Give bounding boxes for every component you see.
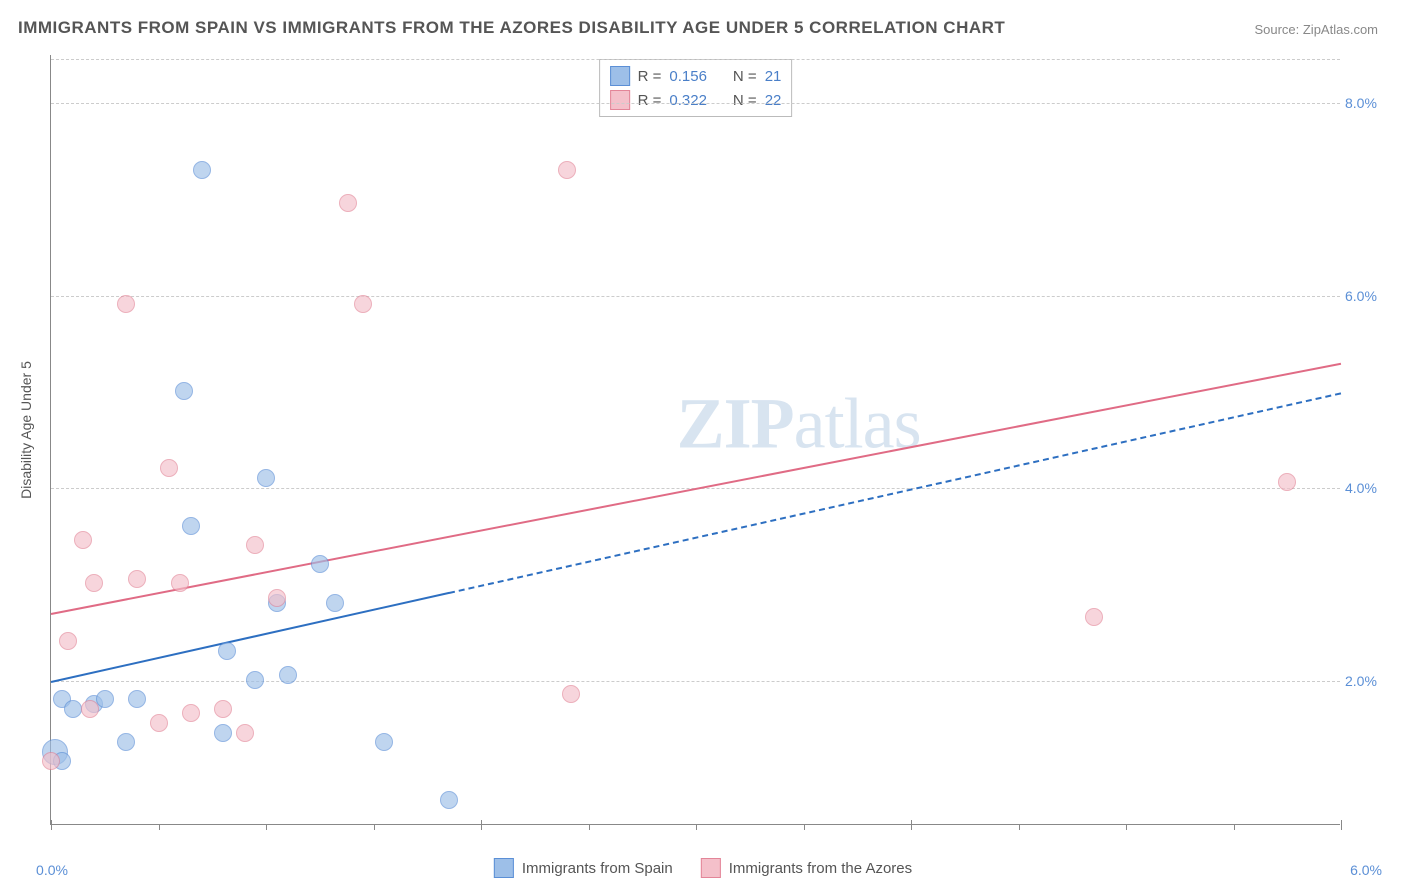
correlation-legend: R = 0.156 N = 21 R = 0.322 N = 22 bbox=[599, 59, 793, 117]
n-value-azores: 22 bbox=[765, 92, 782, 109]
data-point bbox=[311, 555, 329, 573]
data-point bbox=[218, 642, 236, 660]
data-point bbox=[74, 531, 92, 549]
data-point bbox=[150, 714, 168, 732]
series-swatch-azores bbox=[610, 90, 630, 110]
trend-line bbox=[51, 363, 1341, 615]
x-tick bbox=[589, 824, 590, 830]
x-tick bbox=[481, 820, 482, 830]
series-swatch-spain bbox=[494, 858, 514, 878]
data-point bbox=[193, 161, 211, 179]
n-value-spain: 21 bbox=[765, 68, 782, 85]
trend-line bbox=[51, 592, 449, 683]
x-tick bbox=[266, 824, 267, 830]
x-tick bbox=[696, 824, 697, 830]
x-tick bbox=[911, 820, 912, 830]
series-swatch-azores bbox=[701, 858, 721, 878]
legend-item-spain: Immigrants from Spain bbox=[494, 858, 673, 878]
r-value-azores: 0.322 bbox=[669, 92, 707, 109]
legend-item-azores: Immigrants from the Azores bbox=[701, 858, 912, 878]
trend-line bbox=[449, 392, 1342, 594]
y-tick-label: 6.0% bbox=[1345, 288, 1390, 304]
data-point bbox=[257, 469, 275, 487]
correlation-legend-row: R = 0.156 N = 21 bbox=[610, 64, 782, 88]
data-point bbox=[64, 700, 82, 718]
gridline bbox=[51, 103, 1340, 104]
n-label: N = bbox=[733, 92, 757, 109]
x-tick bbox=[804, 824, 805, 830]
data-point bbox=[440, 791, 458, 809]
data-point bbox=[59, 632, 77, 650]
data-point bbox=[42, 752, 60, 770]
data-point bbox=[354, 295, 372, 313]
data-point bbox=[326, 594, 344, 612]
y-tick-label: 2.0% bbox=[1345, 673, 1390, 689]
data-point bbox=[558, 161, 576, 179]
correlation-legend-row: R = 0.322 N = 22 bbox=[610, 88, 782, 112]
data-point bbox=[246, 671, 264, 689]
data-point bbox=[85, 574, 103, 592]
data-point bbox=[117, 733, 135, 751]
n-label: N = bbox=[733, 68, 757, 85]
y-tick-label: 8.0% bbox=[1345, 95, 1390, 111]
gridline bbox=[51, 296, 1340, 297]
series-legend: Immigrants from Spain Immigrants from th… bbox=[494, 858, 912, 878]
data-point bbox=[128, 690, 146, 708]
data-point bbox=[171, 574, 189, 592]
plot-area: ZIPatlas R = 0.156 N = 21 R = 0.322 N = … bbox=[50, 55, 1340, 825]
series-swatch-spain bbox=[610, 66, 630, 86]
data-point bbox=[246, 536, 264, 554]
gridline bbox=[51, 681, 1340, 682]
x-tick bbox=[1341, 820, 1342, 830]
data-point bbox=[214, 724, 232, 742]
r-label: R = bbox=[638, 68, 662, 85]
data-point bbox=[562, 685, 580, 703]
chart-title: IMMIGRANTS FROM SPAIN VS IMMIGRANTS FROM… bbox=[18, 18, 1005, 38]
x-axis-max-label: 6.0% bbox=[1350, 862, 1382, 878]
series-name-azores: Immigrants from the Azores bbox=[729, 860, 912, 877]
x-tick bbox=[1126, 824, 1127, 830]
y-tick-label: 4.0% bbox=[1345, 480, 1390, 496]
data-point bbox=[182, 517, 200, 535]
data-point bbox=[96, 690, 114, 708]
x-tick bbox=[51, 820, 52, 830]
x-tick bbox=[374, 824, 375, 830]
data-point bbox=[182, 704, 200, 722]
data-point bbox=[175, 382, 193, 400]
x-tick bbox=[1234, 824, 1235, 830]
data-point bbox=[236, 724, 254, 742]
data-point bbox=[160, 459, 178, 477]
x-axis-min-label: 0.0% bbox=[36, 862, 68, 878]
data-point bbox=[1278, 473, 1296, 491]
watermark-light: atlas bbox=[794, 384, 921, 464]
data-point bbox=[1085, 608, 1103, 626]
x-tick bbox=[159, 824, 160, 830]
data-point bbox=[128, 570, 146, 588]
data-point bbox=[117, 295, 135, 313]
data-point bbox=[81, 700, 99, 718]
r-label: R = bbox=[638, 92, 662, 109]
watermark-bold: ZIP bbox=[677, 384, 794, 464]
series-name-spain: Immigrants from Spain bbox=[522, 860, 673, 877]
data-point bbox=[214, 700, 232, 718]
data-point bbox=[268, 589, 286, 607]
source-label: Source: ZipAtlas.com bbox=[1254, 22, 1378, 37]
data-point bbox=[279, 666, 297, 684]
data-point bbox=[375, 733, 393, 751]
data-point bbox=[339, 194, 357, 212]
x-tick bbox=[1019, 824, 1020, 830]
y-axis-label: Disability Age Under 5 bbox=[18, 361, 34, 499]
gridline bbox=[51, 59, 1340, 60]
r-value-spain: 0.156 bbox=[669, 68, 707, 85]
